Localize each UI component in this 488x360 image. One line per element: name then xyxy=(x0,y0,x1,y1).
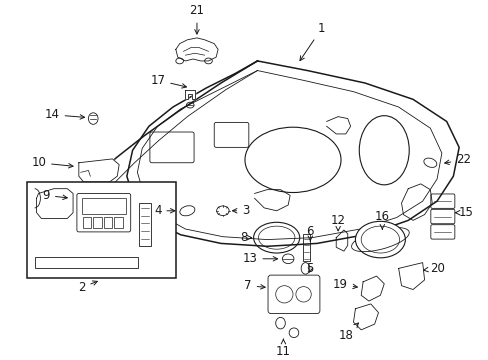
Polygon shape xyxy=(176,38,218,61)
Text: 16: 16 xyxy=(374,210,389,229)
Text: 19: 19 xyxy=(332,278,357,291)
Text: 1: 1 xyxy=(299,22,325,60)
Text: 17: 17 xyxy=(150,74,186,88)
Text: 9: 9 xyxy=(42,189,67,202)
Polygon shape xyxy=(185,90,195,99)
Bar xyxy=(139,203,150,246)
Bar xyxy=(82,216,91,228)
Text: 15: 15 xyxy=(454,206,473,219)
Polygon shape xyxy=(398,263,424,289)
Text: 2: 2 xyxy=(78,281,97,294)
Text: 5: 5 xyxy=(306,262,313,275)
Text: 8: 8 xyxy=(240,231,251,244)
Text: 3: 3 xyxy=(232,204,249,217)
Text: 4: 4 xyxy=(154,204,175,217)
Polygon shape xyxy=(79,159,119,182)
Text: 11: 11 xyxy=(275,339,290,358)
Text: 10: 10 xyxy=(31,156,73,169)
Bar xyxy=(103,216,112,228)
Bar xyxy=(93,216,102,228)
Text: 12: 12 xyxy=(330,214,345,231)
Polygon shape xyxy=(37,189,73,219)
Bar xyxy=(81,198,125,213)
Bar xyxy=(114,216,123,228)
Ellipse shape xyxy=(355,221,405,258)
Text: 13: 13 xyxy=(242,252,277,265)
Text: 20: 20 xyxy=(423,262,444,275)
Bar xyxy=(35,257,138,269)
Text: 6: 6 xyxy=(306,225,313,241)
Text: 22: 22 xyxy=(444,153,470,166)
Text: 18: 18 xyxy=(338,323,358,342)
Bar xyxy=(27,182,176,278)
Bar xyxy=(302,234,310,261)
Text: 21: 21 xyxy=(189,4,204,34)
Text: 14: 14 xyxy=(44,108,84,121)
Polygon shape xyxy=(361,276,384,301)
Polygon shape xyxy=(353,304,378,330)
Text: 7: 7 xyxy=(244,279,264,292)
